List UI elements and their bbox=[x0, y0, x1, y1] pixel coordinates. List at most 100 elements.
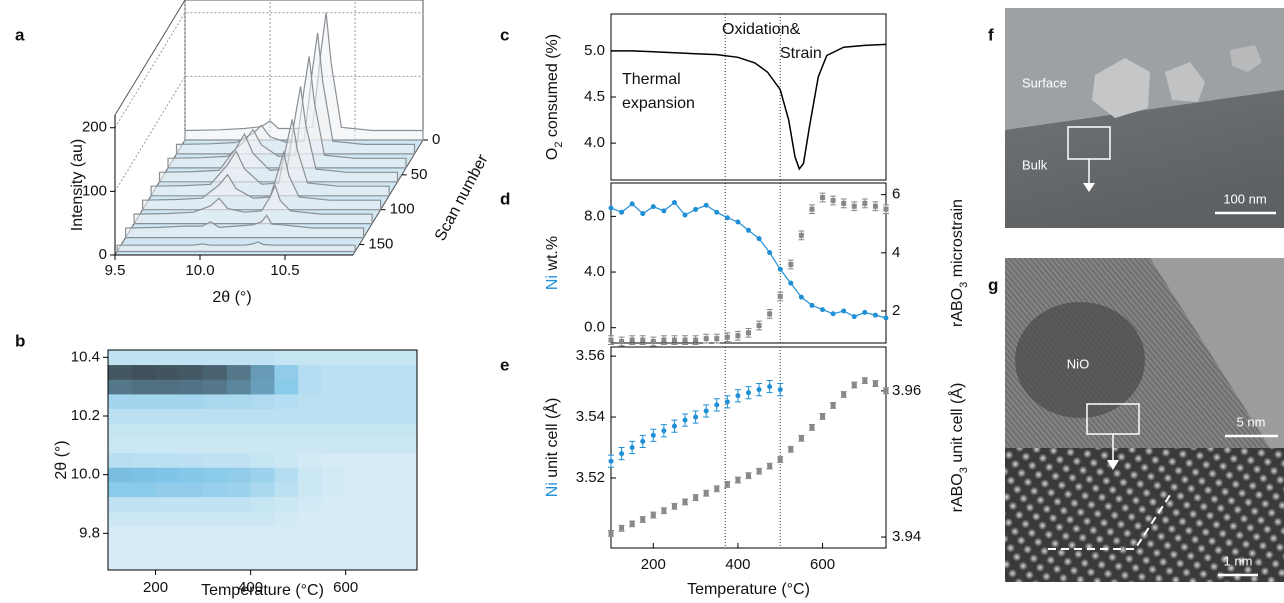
heat-cell bbox=[274, 526, 299, 542]
point bbox=[661, 428, 667, 434]
heat-cell bbox=[369, 555, 394, 571]
heat-cell bbox=[393, 379, 418, 395]
heat-cell bbox=[226, 452, 252, 468]
z-tick-label: 50 bbox=[411, 166, 428, 183]
heat-cell bbox=[274, 452, 299, 468]
y-tick-label: 10.4 bbox=[71, 348, 100, 365]
heat-cell bbox=[393, 350, 418, 366]
heat-cell bbox=[155, 423, 180, 439]
y-axis-title: Intensity (au) bbox=[69, 139, 86, 231]
point bbox=[619, 451, 625, 457]
heat-cell bbox=[203, 511, 228, 527]
annotation: Strain bbox=[780, 45, 822, 62]
heat-cell bbox=[393, 540, 418, 556]
point bbox=[724, 399, 730, 405]
point bbox=[809, 302, 815, 308]
point bbox=[746, 330, 751, 336]
point bbox=[756, 236, 762, 242]
point bbox=[661, 337, 667, 343]
point bbox=[746, 473, 751, 479]
label-part: Ni bbox=[544, 482, 561, 497]
point bbox=[767, 311, 773, 317]
point bbox=[608, 337, 614, 343]
heat-cell bbox=[155, 467, 180, 483]
point bbox=[714, 336, 720, 342]
plot-frame bbox=[610, 346, 887, 549]
point bbox=[608, 458, 614, 464]
heat-cell bbox=[274, 364, 299, 380]
point bbox=[756, 468, 762, 474]
point bbox=[798, 294, 804, 300]
point bbox=[767, 384, 773, 390]
heat-cell bbox=[321, 408, 347, 424]
heat-cell bbox=[250, 511, 275, 527]
heat-cell bbox=[226, 496, 252, 512]
y-tick-label: 5.0 bbox=[584, 42, 605, 59]
image-label: NiO bbox=[1067, 356, 1089, 371]
x-tick-label: 400 bbox=[725, 556, 750, 573]
heat-cell bbox=[203, 540, 228, 556]
heat-cell bbox=[298, 526, 323, 542]
label-part: 3 bbox=[958, 467, 970, 473]
heat-cell bbox=[179, 452, 204, 468]
heat-cell bbox=[345, 438, 370, 454]
heat-cell bbox=[226, 511, 252, 527]
heat-cell bbox=[179, 423, 204, 439]
heat-cell bbox=[155, 408, 180, 424]
heat-cell bbox=[274, 379, 299, 395]
heat-cell bbox=[250, 540, 275, 556]
point bbox=[619, 525, 625, 531]
scan-curve bbox=[150, 119, 390, 197]
y-tick-label: 100 bbox=[82, 182, 107, 199]
x-axis-title: Temperature (°C) bbox=[687, 581, 810, 598]
sem-image: Surface Bulk 100 nm f bbox=[988, 8, 1284, 228]
y-tick-label: 0 bbox=[99, 246, 107, 263]
heat-cell bbox=[250, 452, 275, 468]
y-axis-title: 2θ (°) bbox=[53, 440, 70, 479]
heat-cell bbox=[274, 482, 299, 498]
panel-letter: g bbox=[988, 275, 998, 294]
point bbox=[629, 521, 635, 527]
label-part: Ni bbox=[544, 275, 561, 290]
heat-cell bbox=[108, 408, 133, 424]
scan-curve bbox=[125, 214, 365, 239]
heat-cell bbox=[393, 496, 418, 512]
heat-cell bbox=[369, 438, 394, 454]
heat-cell bbox=[108, 526, 133, 542]
point bbox=[767, 463, 773, 469]
heat-cell bbox=[274, 394, 299, 410]
label-part: O bbox=[544, 148, 561, 160]
point bbox=[777, 293, 783, 299]
point bbox=[682, 212, 688, 218]
heat-cell bbox=[345, 350, 370, 366]
heat-cell bbox=[345, 482, 370, 498]
heat-cell bbox=[321, 467, 347, 483]
label-part: 3 bbox=[958, 282, 970, 288]
point bbox=[724, 334, 730, 340]
arrow-head bbox=[1083, 183, 1095, 192]
heat-cell bbox=[179, 540, 204, 556]
heat-cell bbox=[179, 526, 204, 542]
scan-curve bbox=[184, 12, 424, 141]
annotation: Oxidation& bbox=[722, 21, 801, 38]
heat-cell bbox=[131, 394, 156, 410]
label-part: microstrain bbox=[949, 199, 966, 282]
heat-cell bbox=[131, 350, 156, 366]
nio-particle bbox=[1015, 302, 1145, 418]
heat-cell bbox=[226, 394, 252, 410]
heat-cell bbox=[345, 496, 370, 512]
heat-cell bbox=[250, 467, 275, 483]
heat-cell bbox=[155, 438, 180, 454]
heat-cell bbox=[393, 526, 418, 542]
heat-cell bbox=[203, 452, 228, 468]
heat-cell bbox=[108, 467, 133, 483]
point bbox=[703, 408, 709, 414]
heat-cell bbox=[179, 379, 204, 395]
lattice-image bbox=[1005, 448, 1284, 582]
label-part: unit cell (Å) bbox=[947, 383, 966, 467]
heat-cell bbox=[321, 364, 347, 380]
heat-cell bbox=[274, 511, 299, 527]
point bbox=[640, 337, 646, 343]
point bbox=[756, 387, 762, 393]
z-tick-label: 100 bbox=[390, 201, 415, 218]
